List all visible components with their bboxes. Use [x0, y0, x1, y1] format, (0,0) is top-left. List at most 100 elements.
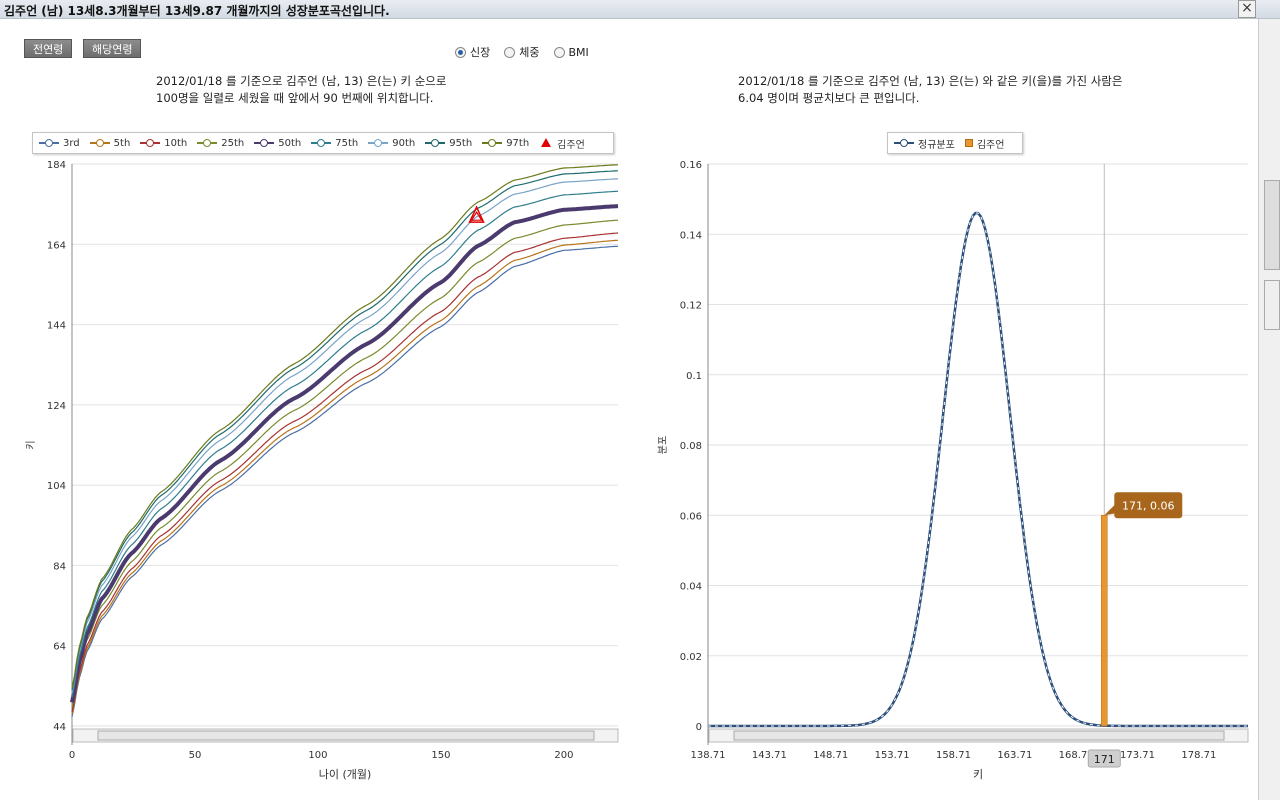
radio-dot-icon [553, 46, 565, 58]
x-crosshair-badge [1087, 749, 1121, 768]
x-axis-label: 키 [973, 768, 983, 781]
x-tick-label: 143.71 [752, 750, 787, 761]
legend-swatch-icon [39, 138, 59, 148]
y-tick-label: 64 [53, 642, 66, 653]
legend-swatch-icon [254, 138, 275, 148]
legend-swatch-icon [89, 138, 110, 148]
series-line-25th [71, 219, 619, 709]
legend-item-50th[interactable]: 50th [254, 138, 301, 149]
y-tick-label: 0.1 [686, 371, 702, 382]
legend-item-child[interactable]: 김주언 [964, 136, 1005, 151]
radio-bmi[interactable]: BMI [553, 44, 589, 60]
y-tick-label: 44 [53, 722, 66, 733]
legend-label: 5th [113, 137, 131, 149]
child-marker [468, 205, 485, 223]
desc-line: 2012/01/18 를 기준으로 김주언 (남, 13) 은(는) 키 순으로 [156, 74, 447, 88]
y-axis-label: 키 [25, 440, 37, 449]
current-age-button[interactable]: 해당연령 [83, 39, 142, 58]
series-line-75th [71, 190, 619, 698]
y-tick-label: 124 [47, 401, 66, 412]
legend-item-97th[interactable]: 97th [482, 138, 529, 149]
x-tick-label: 163.71 [997, 750, 1032, 761]
triangle-icon [539, 138, 553, 148]
left-scrollbar-thumb [97, 730, 595, 741]
y-tick-label: 164 [47, 240, 66, 251]
x-tick-label: 153.71 [875, 750, 910, 761]
x-tick-label: 158.71 [936, 750, 971, 761]
side-tab[interactable] [1264, 280, 1280, 330]
distribution-legend: 정규분포 김주언 [887, 132, 1023, 154]
legend-item-95th[interactable]: 95th [425, 138, 472, 149]
x-tick-label: 148.71 [813, 750, 848, 761]
series-line-50th [70, 204, 619, 703]
close-button[interactable]: × [1238, 0, 1256, 18]
x-crosshair-label: 171 [1094, 753, 1115, 766]
y-tick-label: 84 [53, 561, 66, 572]
square-icon [964, 139, 973, 147]
series-line-3rd [71, 245, 619, 717]
legend-label: 김주언 [976, 139, 1005, 151]
y-tick-label: 104 [47, 481, 66, 492]
legend-item-3rd[interactable]: 3rd [39, 138, 80, 149]
x-tick-label: 0 [69, 750, 75, 761]
legend-item-child[interactable]: 김주언 [539, 136, 585, 151]
series-line-95th [71, 170, 619, 691]
normal-curve-dash [708, 212, 1248, 727]
legend-label: 김주언 [557, 139, 585, 151]
legend-item-10th[interactable]: 10th [140, 138, 187, 149]
title-bar: 김주언 (남) 13세8.3개월부터 13세9.87 개월까지의 성장분포곡선입… [0, 0, 1280, 19]
legend-label: 75th [335, 137, 359, 149]
x-tick-label: 138.71 [691, 750, 726, 761]
y-tick-label: 0.08 [680, 441, 702, 452]
x-tick-label: 200 [554, 750, 573, 761]
right-scrollbar-thumb [733, 730, 1225, 741]
all-ages-button[interactable]: 전연령 [24, 39, 73, 58]
x-axis-label: 나이 (개월) [319, 768, 372, 781]
radio-weight-label: 체중 [519, 46, 540, 59]
legend-label: 10th [164, 137, 188, 149]
legend-swatch-icon [140, 138, 161, 148]
percentile-description: 2012/01/18 를 기준으로 김주언 (남, 13) 은(는) 키 순으로… [156, 73, 446, 107]
growth-chart-legend: 3rd 5th 10th 25th 50th 75th 90th 95th 97th 김주언 [32, 132, 614, 154]
tooltip-text: 171, 0.06 [1122, 499, 1174, 512]
child-marker-inner [470, 211, 483, 221]
x-tick-label: 173.71 [1120, 750, 1155, 761]
y-tick-label: 0.14 [680, 230, 702, 241]
x-tick-label: 178.71 [1181, 750, 1216, 761]
legend-label: 50th [278, 137, 302, 149]
y-tick-label: 184 [47, 160, 66, 171]
legend-label: 25th [221, 137, 245, 149]
tooltip-box [1114, 492, 1183, 519]
radio-weight[interactable]: 체중 [504, 44, 540, 60]
side-tab[interactable] [1264, 180, 1280, 270]
series-line-97th [71, 164, 619, 689]
tooltip-pointer [1104, 503, 1117, 516]
legend-item-5th[interactable]: 5th [89, 137, 131, 149]
y-tick-label: 0.04 [680, 582, 702, 593]
legend-swatch-icon [197, 138, 218, 148]
y-tick-label: 0.02 [680, 652, 702, 663]
legend-swatch-icon [482, 138, 503, 148]
legend-swatch-icon [311, 138, 332, 148]
desc-line: 100명을 일렬로 세웠을 때 앞에서 90 번째에 위치합니다. [156, 91, 434, 105]
legend-label: 95th [449, 137, 473, 149]
measure-radio-group: 신장 체중 BMI [455, 44, 589, 60]
legend-item-90th[interactable]: 90th [368, 138, 415, 149]
legend-swatch-icon [368, 138, 389, 148]
legend-label: 90th [392, 137, 416, 149]
radio-dot-icon [504, 46, 516, 58]
legend-swatch-icon [425, 138, 446, 148]
legend-label: 97th [506, 137, 530, 149]
x-tick-label: 100 [308, 750, 327, 761]
legend-item-75th[interactable]: 75th [311, 138, 358, 149]
legend-swatch-icon [894, 138, 914, 148]
distribution-description: 2012/01/18 를 기준으로 김주언 (남, 13) 은(는) 와 같은 … [738, 73, 1122, 107]
side-panel [1258, 19, 1280, 800]
radio-height[interactable]: 신장 [455, 44, 490, 60]
legend-item-25th[interactable]: 25th [197, 138, 244, 149]
series-line-10th [71, 232, 619, 713]
series-line-5th [71, 239, 619, 715]
legend-item-normal[interactable]: 정규분포 [894, 136, 955, 151]
y-tick-label: 144 [47, 321, 66, 332]
